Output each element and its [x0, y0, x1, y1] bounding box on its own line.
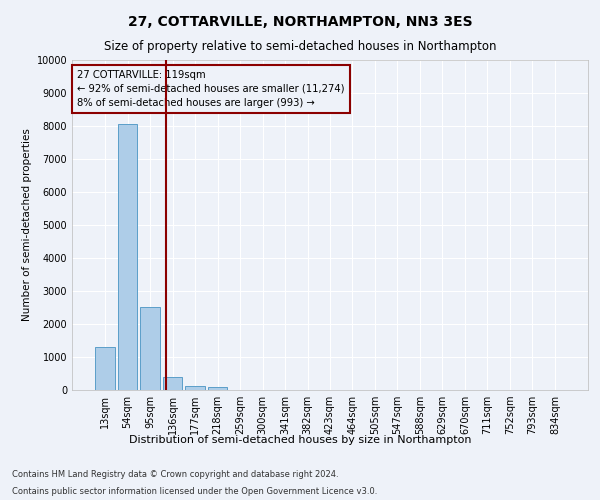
Bar: [95, 347, 115, 390]
Bar: [185, 386, 205, 390]
Y-axis label: Number of semi-detached properties: Number of semi-detached properties: [22, 128, 32, 322]
Bar: [163, 378, 182, 390]
Text: 27, COTTARVILLE, NORTHAMPTON, NN3 3ES: 27, COTTARVILLE, NORTHAMPTON, NN3 3ES: [128, 15, 472, 29]
Text: Size of property relative to semi-detached houses in Northampton: Size of property relative to semi-detach…: [104, 40, 496, 53]
Text: Distribution of semi-detached houses by size in Northampton: Distribution of semi-detached houses by …: [129, 435, 471, 445]
Text: Contains HM Land Registry data © Crown copyright and database right 2024.: Contains HM Land Registry data © Crown c…: [12, 470, 338, 479]
Bar: [208, 386, 227, 390]
Text: 27 COTTARVILLE: 119sqm
← 92% of semi-detached houses are smaller (11,274)
8% of : 27 COTTARVILLE: 119sqm ← 92% of semi-det…: [77, 70, 344, 108]
Text: Contains public sector information licensed under the Open Government Licence v3: Contains public sector information licen…: [12, 488, 377, 496]
Bar: [118, 124, 137, 390]
Bar: [140, 307, 160, 390]
